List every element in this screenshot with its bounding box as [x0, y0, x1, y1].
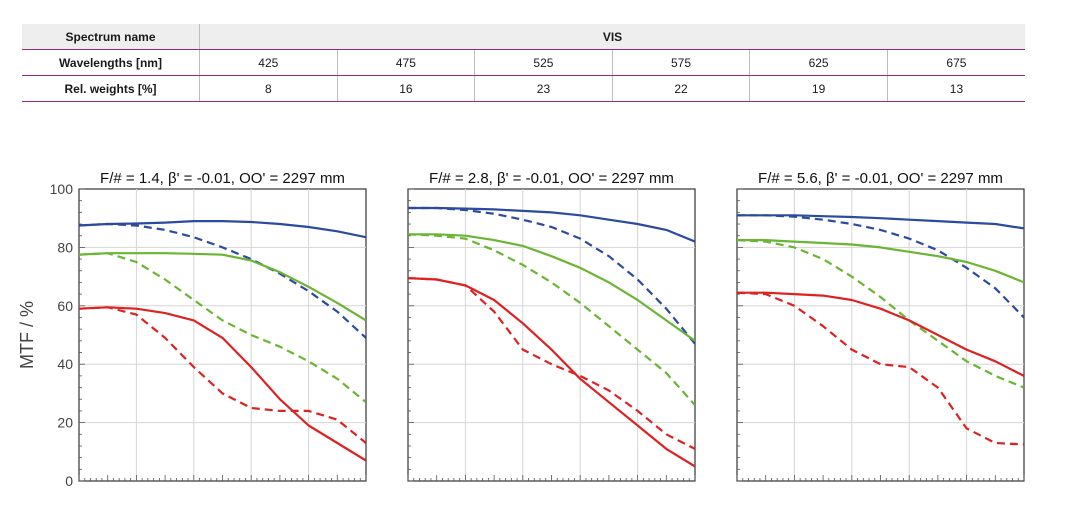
blue-solid-mtf-line — [408, 206, 695, 243]
spectrum-name-row: Spectrum name VIS — [22, 24, 1025, 50]
mtf-chart-fnum-2-8: F/# = 2.8, β' = -0.01, OO' = 2297 mm — [407, 170, 696, 482]
y-tick-label: 40 — [57, 356, 73, 372]
y-axis-label: MTF / % — [17, 301, 37, 369]
green-dashed-mtf-line — [408, 233, 695, 406]
blue-dashed-mtf-line — [737, 214, 1024, 319]
chart-title: F/# = 2.8, β' = -0.01, OO' = 2297 mm — [429, 170, 674, 187]
y-tick-label: 80 — [57, 239, 73, 255]
plot-frame — [78, 188, 367, 482]
spectrum-table: Spectrum name VIS Wavelengths [nm] 425 4… — [22, 24, 1025, 102]
weight-cell: 19 — [749, 75, 888, 102]
weight-cell: 13 — [886, 75, 1025, 102]
y-tick-label: 60 — [57, 298, 73, 314]
y-tick-label: 100 — [50, 181, 74, 197]
wavelength-cell: 525 — [474, 49, 613, 76]
weight-cell: 23 — [474, 75, 613, 102]
red-dashed-mtf-line — [408, 277, 695, 450]
red-solid-mtf-line — [408, 277, 695, 468]
weight-cell: 22 — [611, 75, 750, 102]
green-solid-mtf-line — [79, 252, 366, 322]
wavelengths-label: Wavelengths [nm] — [22, 49, 200, 76]
weight-cell: 16 — [336, 75, 475, 102]
green-solid-mtf-line — [737, 238, 1024, 284]
y-tick-label: 20 — [57, 415, 73, 431]
red-dashed-mtf-line — [79, 306, 366, 444]
chart-title: F/# = 5.6, β' = -0.01, OO' = 2297 mm — [758, 170, 1003, 187]
green-solid-mtf-line — [408, 233, 695, 342]
blue-dashed-mtf-line — [408, 206, 695, 345]
red-dashed-mtf-line — [737, 291, 1024, 446]
green-dashed-mtf-line — [737, 239, 1024, 389]
blue-dashed-mtf-line — [79, 222, 366, 339]
spectrum-name-label: Spectrum name — [22, 24, 200, 50]
weights-row: Rel. weights [%] 8 16 23 22 19 13 — [22, 75, 1025, 102]
wavelengths-row: Wavelengths [nm] 425 475 525 575 625 675 — [22, 49, 1025, 76]
blue-solid-mtf-line — [79, 219, 366, 239]
weight-cell: 8 — [199, 75, 338, 102]
y-tick-label: 0 — [65, 473, 73, 489]
chart-title: F/# = 1.4, β' = -0.01, OO' = 2297 mm — [100, 170, 345, 187]
green-dashed-mtf-line — [79, 252, 366, 404]
mtf-chart-fnum-1-4: F/# = 1.4, β' = -0.01, OO' = 2297 mm 0 20 4… — [17, 170, 367, 489]
red-solid-mtf-line — [737, 291, 1024, 377]
plot-frame — [736, 188, 1025, 482]
blue-solid-mtf-line — [737, 214, 1024, 230]
wavelength-cell: 575 — [611, 49, 750, 76]
wavelength-cell: 425 — [199, 49, 338, 76]
spectrum-value: VIS — [199, 24, 1025, 50]
wavelength-cell: 675 — [886, 49, 1025, 76]
mtf-charts: F/# = 1.4, β' = -0.01, OO' = 2297 mm 0 20 4… — [17, 170, 1025, 489]
wavelength-cell: 475 — [336, 49, 475, 76]
mtf-chart-fnum-5-6: F/# = 5.6, β' = -0.01, OO' = 2297 mm — [736, 170, 1025, 482]
wavelength-cell: 625 — [749, 49, 888, 76]
weights-label: Rel. weights [%] — [22, 75, 200, 102]
red-solid-mtf-line — [79, 306, 366, 462]
